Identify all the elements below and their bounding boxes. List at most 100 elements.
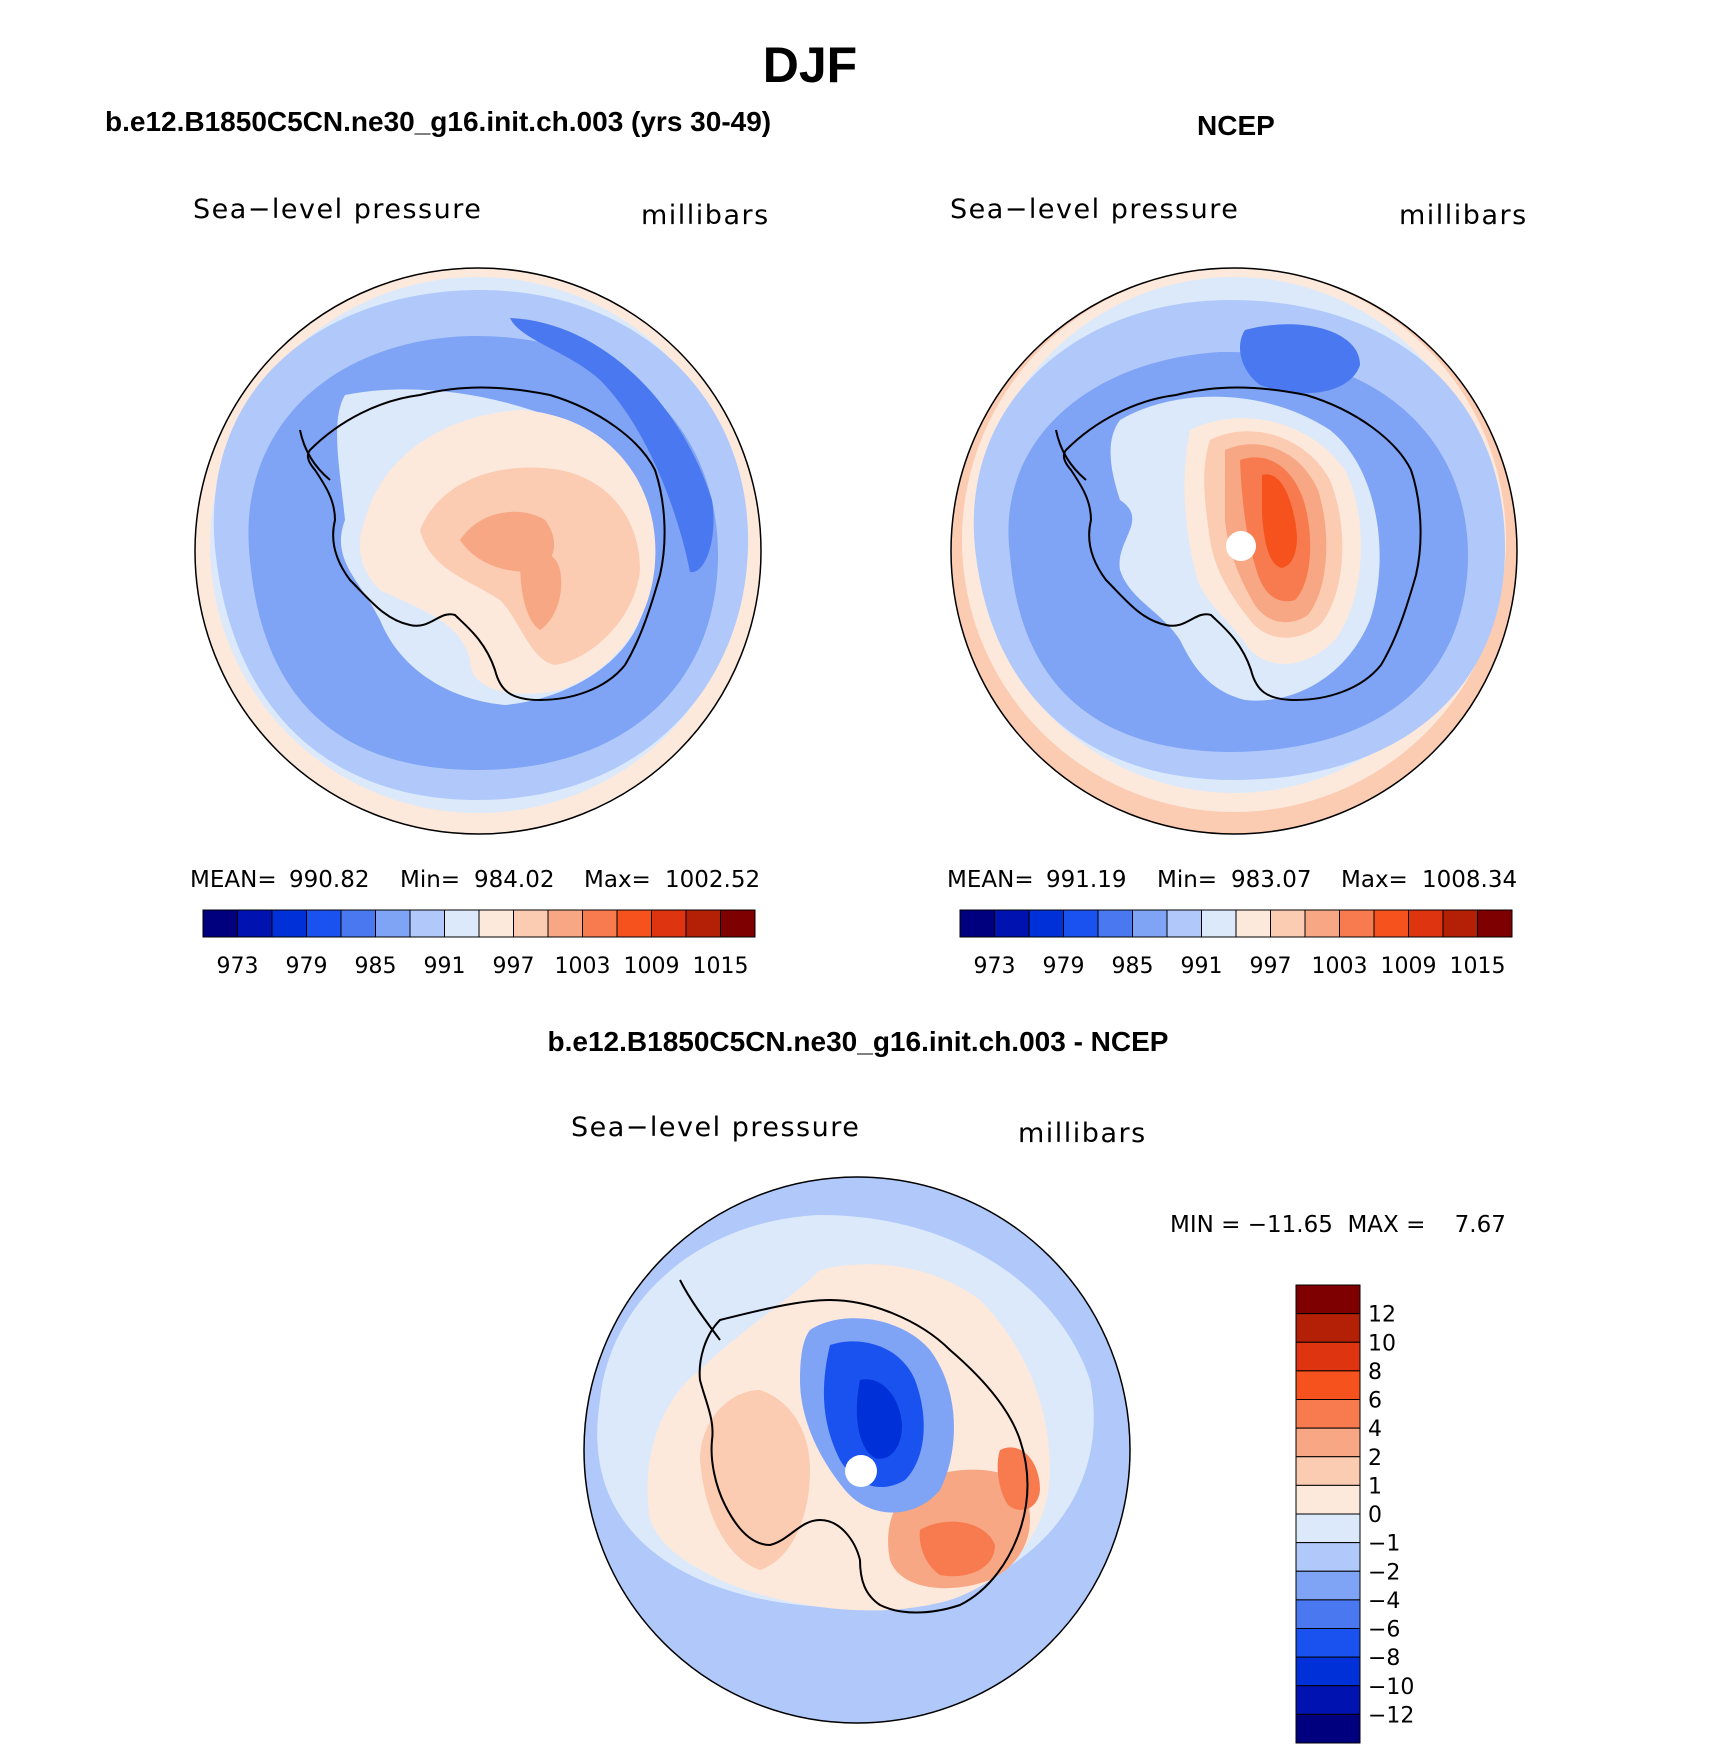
colorbar-box <box>409 909 445 938</box>
map1-polar-plot <box>194 267 762 835</box>
colorbar-tick-label: 6 <box>1368 1389 1382 1414</box>
panel3-variable-label: Sea−level pressure <box>571 1112 861 1143</box>
colorbar-box <box>1295 1484 1361 1515</box>
panel2-max-value: 1008.34 <box>1422 867 1518 893</box>
colorbar-box <box>513 909 549 938</box>
map3-fill-minus10 <box>856 1379 902 1459</box>
panel1-min-label: Min= <box>400 867 461 893</box>
colorbar-box <box>1442 909 1478 938</box>
colorbar-box <box>271 909 307 938</box>
panel1-mean-value: 990.82 <box>289 867 370 893</box>
colorbar-box <box>1235 909 1271 938</box>
panel2-heading: NCEP <box>1197 110 1275 141</box>
colorbar-tick-label: −12 <box>1368 1703 1414 1728</box>
colorbar-tick-label: 979 <box>1043 954 1085 979</box>
colorbar-tick-label: 997 <box>493 954 535 979</box>
panel2-min-label: Min= <box>1157 867 1218 893</box>
colorbar-box <box>1295 1685 1361 1715</box>
map2-low-center <box>1240 324 1360 394</box>
panel3-units-label: millibars <box>1018 1118 1147 1149</box>
colorbar-tick-label: 1009 <box>624 954 680 979</box>
colorbar-tick-label: 1 <box>1368 1474 1382 1499</box>
colorbar-box <box>1295 1456 1361 1486</box>
colorbar-tick-label: 1003 <box>555 954 611 979</box>
colorbar-box <box>444 909 480 938</box>
colorbar-box <box>616 909 652 938</box>
colorbar-tick-label: −1 <box>1368 1532 1400 1557</box>
map3-boundary <box>583 1176 1131 1724</box>
colorbar-box <box>1063 909 1099 938</box>
colorbar-tick-label: 973 <box>217 954 259 979</box>
colorbar-tick-label: −8 <box>1368 1646 1400 1671</box>
panel1-heading: b.e12.B1850C5CN.ne30_g16.init.ch.003 (yr… <box>105 106 772 137</box>
colorbar-tick-label: 1003 <box>1312 954 1368 979</box>
colorbar-tick-label: 973 <box>974 954 1016 979</box>
colorbar-tick-label: −4 <box>1368 1589 1400 1614</box>
colorbar-box <box>651 909 687 938</box>
colorbar-box <box>1295 1713 1361 1744</box>
colorbar-box <box>1097 909 1133 938</box>
colorbar-box <box>1295 1399 1361 1429</box>
map3-fill-4-ne <box>997 1447 1040 1510</box>
map3-antarctica-coastline <box>698 1298 1029 1614</box>
colorbar-box <box>1295 1628 1361 1658</box>
colorbar-tick-label: 1015 <box>693 954 749 979</box>
colorbar-box <box>1408 909 1444 938</box>
colorbar-tick-label: 0 <box>1368 1503 1382 1528</box>
colorbar-box <box>685 909 721 938</box>
colorbar-tick-label: 2 <box>1368 1446 1382 1471</box>
panel1-variable-label: Sea−level pressure <box>193 194 483 225</box>
panel2-max-label: Max= <box>1341 867 1408 893</box>
panel1-max-label: Max= <box>584 867 651 893</box>
colorbar-box <box>959 909 995 938</box>
colorbar-tick-label: 991 <box>1181 954 1223 979</box>
map2-antarctica-coastline <box>1062 386 1422 702</box>
colorbar-tick-label: 12 <box>1368 1303 1396 1328</box>
colorbar-tick-label: 985 <box>355 954 397 979</box>
colorbar-box <box>1201 909 1237 938</box>
map3-peninsula <box>679 1279 721 1341</box>
colorbar-box <box>547 909 583 938</box>
colorbar-box <box>1295 1599 1361 1629</box>
panel3-heading: b.e12.B1850C5CN.ne30_g16.init.ch.003 - N… <box>547 1026 1169 1057</box>
colorbar-box <box>1373 909 1409 938</box>
colorbar-box <box>1028 909 1064 938</box>
colorbar-panel1: 973 979 985 991 997 1003 1009 1015 <box>202 909 756 979</box>
colorbar-box <box>1166 909 1202 938</box>
panel2-min-value: 983.07 <box>1231 867 1312 893</box>
map1-boundary <box>194 267 762 835</box>
panel3-minmax-text: MIN = −11.65 MAX = 7.67 <box>1170 1212 1506 1238</box>
colorbar-box <box>1295 1570 1361 1601</box>
colorbar-tick-label: 10 <box>1368 1331 1396 1356</box>
panel2-variable-label: Sea−level pressure <box>950 194 1240 225</box>
figure-title: DJF <box>762 37 858 93</box>
panel1-mean-label: MEAN= <box>190 867 277 893</box>
map2-polar-plot <box>950 267 1518 835</box>
colorbar-panel2: 973 979 985 991 997 1003 1009 1015 <box>959 909 1513 979</box>
colorbar-box <box>1295 1427 1361 1458</box>
colorbar-box <box>1295 1284 1361 1315</box>
colorbar-tick-label: 979 <box>286 954 328 979</box>
panel2-units-label: millibars <box>1399 200 1528 231</box>
colorbar-box <box>1295 1370 1361 1400</box>
colorbar-box <box>202 909 238 938</box>
colorbar-tick-label: 985 <box>1112 954 1154 979</box>
panel2-mean-label: MEAN= <box>947 867 1034 893</box>
map1-antarctica-coastline <box>306 386 666 702</box>
colorbar-tick-label: −6 <box>1368 1618 1400 1643</box>
colorbar-box <box>1132 909 1168 938</box>
map2-boundary <box>950 267 1518 835</box>
colorbar-box <box>582 909 618 938</box>
map3-polar-plot <box>583 1176 1131 1724</box>
colorbar-tick-label: 1015 <box>1450 954 1506 979</box>
colorbar-box <box>375 909 411 938</box>
colorbar-box <box>1295 1313 1361 1343</box>
colorbar-tick-label: −10 <box>1368 1675 1414 1700</box>
map2-pole-missing-data <box>1226 531 1256 561</box>
panel2-mean-value: 991.19 <box>1046 867 1127 893</box>
map3-pole-missing-data <box>845 1455 877 1487</box>
colorbar-box <box>1295 1341 1361 1372</box>
colorbar-tick-label: −2 <box>1368 1560 1400 1585</box>
